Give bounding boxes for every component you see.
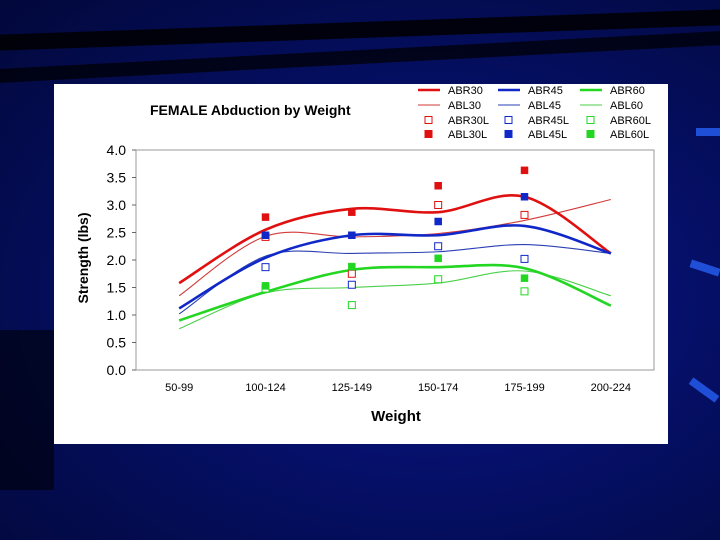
- y-axis-label: Strength (lbs): [75, 213, 91, 304]
- x-tick-label: 200-224: [591, 382, 631, 394]
- slide-decor-dash-1: [696, 128, 720, 136]
- legend-entry-abr60: ABR60: [580, 85, 645, 97]
- legend-label: ABL45: [528, 100, 561, 112]
- legend-label: ABL30L: [448, 129, 487, 141]
- legend-entry-abr45: ABR45: [498, 85, 563, 97]
- legend-entry-abr60l: ABR60L: [586, 115, 651, 127]
- legend-entry-abr30l: ABR30L: [424, 115, 489, 127]
- y-tick-label: 1.0: [107, 307, 127, 323]
- series-line-abl30: [178, 198, 611, 297]
- marker-abr30l: [347, 269, 356, 278]
- series-line-abr30: [178, 194, 612, 285]
- legend-swatch: [586, 130, 595, 138]
- y-tick-label: 4.0: [107, 142, 127, 158]
- series-line-abr60: [178, 263, 612, 322]
- x-tick-label: 175-199: [504, 382, 544, 394]
- marker-abl45l: [348, 231, 356, 239]
- marker-abr30l: [434, 201, 443, 209]
- y-tick-label: 1.5: [107, 280, 127, 296]
- slide-decor-dash-2: [689, 259, 720, 277]
- slide-decor-block-left: [0, 330, 54, 490]
- marker-abl30l: [348, 208, 356, 216]
- x-tick-label: 150-174: [418, 382, 458, 394]
- legend-label: ABL45L: [528, 129, 567, 141]
- legend-entry-abl60: ABL60: [580, 100, 643, 112]
- slide-decor-dash-3: [688, 377, 720, 403]
- legend-entry-abl30: ABL30: [418, 100, 481, 112]
- x-axis-label: Weight: [371, 408, 421, 425]
- x-tick-label: 100-124: [245, 382, 285, 394]
- x-tick-label: 125-149: [332, 382, 372, 394]
- legend-swatch: [586, 116, 595, 124]
- marker-abl60l: [520, 274, 529, 282]
- marker-abl45l: [520, 193, 529, 201]
- legend-label: ABR60: [610, 85, 645, 97]
- y-tick-label: 0.0: [107, 362, 127, 378]
- legend-label: ABR60L: [610, 115, 651, 127]
- marker-abl30l: [261, 213, 270, 221]
- marker-abl45l: [261, 231, 270, 239]
- marker-abr45l: [347, 280, 356, 289]
- legend-label: ABL60: [610, 100, 643, 112]
- legend-entry-abl45: ABL45: [498, 100, 561, 112]
- marker-abr60l: [520, 287, 529, 296]
- legend-swatch: [424, 130, 433, 138]
- chart-panel: FEMALE Abduction by Weight Strength (lbs…: [54, 84, 668, 444]
- marker-abl30l: [434, 182, 442, 190]
- y-tick-label: 0.5: [107, 335, 127, 351]
- marker-abr30l: [520, 210, 529, 219]
- marker-abl60l: [434, 254, 442, 263]
- legend-entry-abl45l: ABL45L: [504, 129, 567, 141]
- legend-swatch: [424, 116, 433, 124]
- legend-label: ABR45L: [528, 115, 569, 127]
- y-tick-label: 2.0: [107, 252, 127, 268]
- legend-entry-abr45l: ABR45L: [504, 115, 569, 127]
- marker-abr45l: [434, 242, 443, 251]
- legend-label: ABR45: [528, 85, 563, 97]
- legend-label: ABR30L: [448, 115, 489, 127]
- x-tick-label: 50-99: [165, 382, 193, 394]
- marker-abr45l: [520, 254, 529, 263]
- legend-entry-abl60l: ABL60L: [586, 129, 649, 141]
- legend-label: ABL60L: [610, 129, 649, 141]
- legend-label: ABR30: [448, 85, 483, 97]
- marker-abl45l: [434, 217, 442, 226]
- marker-abl60l: [261, 282, 270, 290]
- y-tick-label: 3.0: [107, 197, 127, 213]
- marker-abl30l: [520, 166, 529, 175]
- legend-label: ABL30: [448, 100, 481, 112]
- chart-title: FEMALE Abduction by Weight: [150, 102, 351, 118]
- marker-abl60l: [348, 262, 356, 271]
- series-line-abr45: [178, 224, 612, 310]
- legend-entry-abr30: ABR30: [418, 85, 483, 97]
- series-line-abl45: [178, 244, 611, 315]
- legend-entry-abl30l: ABL30L: [424, 129, 487, 141]
- legend-swatch: [504, 130, 513, 138]
- marker-abr45l: [261, 263, 270, 272]
- legend-swatch: [504, 116, 513, 124]
- marker-abr60l: [434, 275, 443, 284]
- y-tick-label: 2.5: [107, 225, 127, 241]
- abduction-chart: FEMALE Abduction by Weight Strength (lbs…: [75, 85, 655, 425]
- y-tick-label: 3.5: [107, 170, 127, 186]
- marker-abr60l: [347, 301, 356, 310]
